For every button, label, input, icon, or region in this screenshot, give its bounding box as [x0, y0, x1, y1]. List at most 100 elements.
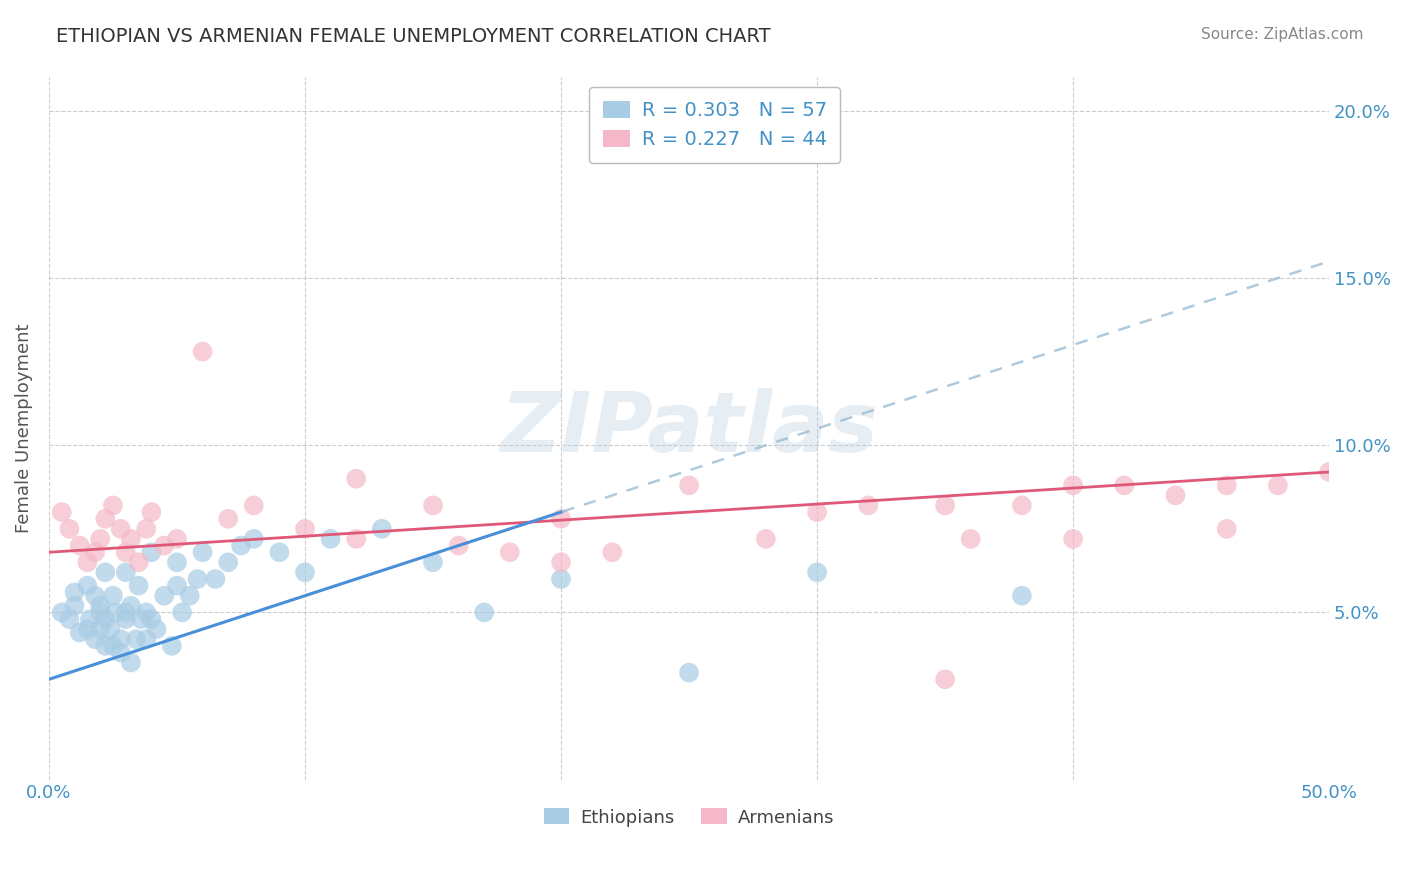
Point: [79, 612, 101, 626]
Point: [114, 566, 136, 580]
Point: [84, 589, 107, 603]
Point: [128, 579, 150, 593]
Point: [63, 585, 86, 599]
Point: [76, 622, 98, 636]
Point: [89, 599, 111, 613]
Point: [129, 612, 152, 626]
Point: [94, 512, 117, 526]
Point: [1011, 589, 1033, 603]
Point: [678, 665, 700, 680]
Point: [1164, 488, 1187, 502]
Point: [422, 499, 444, 513]
Point: [166, 532, 188, 546]
Point: [141, 505, 163, 519]
Point: [58, 612, 80, 626]
Point: [110, 522, 132, 536]
Point: [806, 566, 828, 580]
Point: [51, 505, 73, 519]
Point: [76, 555, 98, 569]
Point: [422, 555, 444, 569]
Point: [755, 532, 778, 546]
Point: [100, 622, 122, 636]
Point: [186, 572, 208, 586]
Point: [959, 532, 981, 546]
Point: [104, 606, 127, 620]
Text: ETHIOPIAN VS ARMENIAN FEMALE UNEMPLOYMENT CORRELATION CHART: ETHIOPIAN VS ARMENIAN FEMALE UNEMPLOYMEN…: [56, 27, 770, 45]
Point: [472, 606, 495, 620]
Text: Source: ZipAtlas.com: Source: ZipAtlas.com: [1201, 27, 1364, 42]
Point: [934, 673, 956, 687]
Point: [84, 632, 107, 647]
Point: [120, 599, 142, 613]
Point: [94, 566, 117, 580]
Point: [550, 572, 572, 586]
Point: [204, 572, 226, 586]
Point: [89, 622, 111, 636]
Point: [294, 566, 316, 580]
Point: [499, 545, 522, 559]
Point: [217, 512, 239, 526]
Point: [128, 555, 150, 569]
Point: [294, 522, 316, 536]
Point: [179, 589, 201, 603]
Point: [120, 532, 142, 546]
Point: [166, 579, 188, 593]
Point: [153, 589, 176, 603]
Point: [1011, 499, 1033, 513]
Point: [344, 532, 367, 546]
Point: [229, 539, 252, 553]
Legend: Ethiopians, Armenians: Ethiopians, Armenians: [537, 801, 841, 834]
Point: [1062, 532, 1084, 546]
Point: [1215, 522, 1237, 536]
Point: [243, 532, 266, 546]
Point: [94, 612, 117, 626]
Point: [51, 606, 73, 620]
Point: [110, 646, 132, 660]
Point: [101, 639, 124, 653]
Point: [101, 589, 124, 603]
Point: [269, 545, 291, 559]
Point: [550, 512, 572, 526]
Point: [135, 606, 157, 620]
Point: [94, 639, 117, 653]
Point: [114, 612, 136, 626]
Point: [678, 478, 700, 492]
Point: [135, 522, 157, 536]
Point: [1317, 465, 1340, 479]
Point: [58, 522, 80, 536]
Point: [84, 545, 107, 559]
Point: [344, 472, 367, 486]
Point: [191, 344, 214, 359]
Point: [191, 545, 214, 559]
Point: [172, 606, 194, 620]
Point: [145, 622, 167, 636]
Point: [243, 499, 266, 513]
Point: [1215, 478, 1237, 492]
Point: [63, 599, 86, 613]
Point: [600, 545, 623, 559]
Point: [89, 532, 111, 546]
Point: [371, 522, 394, 536]
Point: [69, 625, 91, 640]
Point: [125, 632, 148, 647]
Point: [120, 656, 142, 670]
Point: [114, 606, 136, 620]
Text: ZIPatlas: ZIPatlas: [501, 388, 877, 469]
Point: [141, 612, 163, 626]
Point: [1114, 478, 1136, 492]
Point: [1062, 478, 1084, 492]
Point: [76, 579, 98, 593]
Y-axis label: Female Unemployment: Female Unemployment: [15, 324, 32, 533]
Point: [101, 499, 124, 513]
Point: [89, 606, 111, 620]
Point: [858, 499, 880, 513]
Point: [1267, 478, 1289, 492]
Point: [550, 555, 572, 569]
Point: [110, 632, 132, 647]
Point: [166, 555, 188, 569]
Point: [447, 539, 470, 553]
Point: [141, 545, 163, 559]
Point: [135, 632, 157, 647]
Point: [934, 499, 956, 513]
Point: [806, 505, 828, 519]
